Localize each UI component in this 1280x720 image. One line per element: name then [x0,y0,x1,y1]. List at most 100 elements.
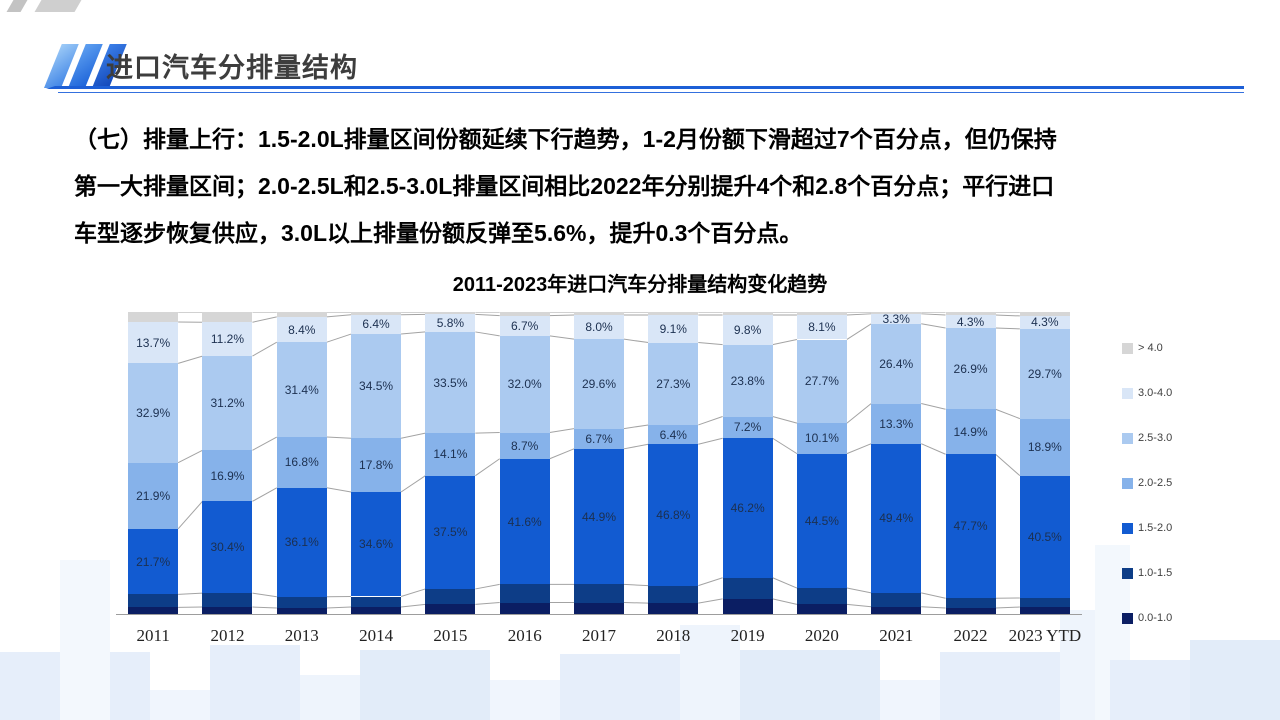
bar-segment-3.0-4.0: 8.1% [796,315,847,340]
bar-segment-label: 11.2% [210,332,245,347]
bar-segment-label: 4.3% [956,314,985,329]
legend-label: 2.5-3.0 [1138,432,1173,444]
bar-segment-2.0-2.5: 8.7% [499,432,550,459]
bar-segment-0.0-1.0 [722,598,773,614]
bar-column-2015: 37.5% 14.1% 33.5% 5.8% [425,312,476,614]
bar-segment-2.0-2.5: 21.9% [128,462,179,529]
bar-segment-label: 7.2% [733,420,762,435]
bar-segment-2.0-2.5: 18.9% [1019,418,1070,476]
legend-item: 0.0-1.0 [1122,606,1172,630]
bar-segment-label: 26.4% [879,356,914,371]
bar-segment-1.0-1.5 [871,592,922,607]
legend-item: 1.5-2.0 [1122,516,1172,540]
bar-segment-label: 4.3% [1031,315,1059,330]
bar-column-2020: 44.5% 10.1% 27.7% 8.1% [796,312,847,614]
bar-segment-0.0-1.0 [425,604,476,614]
x-axis-label: 2018 [656,626,691,645]
bar-segment-label: 33.5% [433,375,468,390]
legend-item: > 4.0 [1122,336,1172,360]
bar-segment-1.5-2.0: 41.6% [499,458,550,585]
bar-segment-label: 21.9% [136,488,171,503]
bar-column-2013: 36.1% 16.8% 31.4% 8.4% [276,312,327,614]
bar-segment-label: 6.7% [511,318,539,333]
bar-segment-2.0-2.5: 16.8% [276,437,327,488]
bar-column-2019: 46.2% 7.2% 23.8% 9.8% [722,312,773,614]
summary-line: 第一大排量区间；2.0-2.5L和2.5-3.0L排量区间相比2022年分别提升… [74,173,1055,199]
bar-segment-label: 26.9% [953,361,988,376]
stacked-bar-chart: 21.7% 21.9% 32.9% 13.7% 2011 30.4% 16.9% 31.2% 1… [116,311,1082,645]
bar-segment-2.5-3.0: 33.5% [425,331,476,434]
bar-segment-> 4.0 [425,312,476,315]
bar-segment-1.5-2.0: 44.5% [796,453,847,589]
legend-label: 1.0-1.5 [1138,567,1173,579]
bar-segment-> 4.0 [648,312,699,316]
bar-segment-2.0-2.5: 14.9% [945,409,996,455]
bar-segment-0.0-1.0 [499,602,550,614]
x-axis-label: 2023 YTD [1008,626,1082,645]
bar-segment-label: 34.5% [359,379,394,394]
bar-segment-> 4.0 [1019,312,1070,316]
bar-segment-1.5-2.0: 46.8% [648,444,699,586]
legend-label: 3.0-4.0 [1138,387,1173,399]
bar-column-2017: 44.9% 6.7% 29.6% 8.0% [574,312,624,614]
legend-swatch-icon [1122,612,1133,624]
bar-segment-label: 3.3% [882,311,910,326]
bar-segment-2.0-2.5: 14.1% [425,433,476,476]
bar-segment-label: 36.1% [284,535,319,550]
bar-segment-label: 23.8% [730,373,765,388]
bar-segment-1.5-2.0: 34.6% [351,492,402,597]
legend-swatch-icon [1122,567,1133,579]
bar-segment-0.0-1.0 [648,603,699,614]
bar-segment-1.0-1.5 [1019,598,1070,608]
bar-segment-> 4.0 [276,312,327,317]
bar-segment-2.0-2.5: 16.9% [202,450,253,502]
bar-column-2012: 30.4% 16.9% 31.2% 11.2% [202,312,253,614]
bar-segment-2.5-3.0: 31.4% [276,342,327,438]
bar-segment-1.5-2.0: 21.7% [128,528,179,595]
legend-item: 1.0-1.5 [1122,561,1172,585]
skyline-block [1190,640,1280,720]
bar-segment-2.5-3.0: 27.3% [648,342,699,425]
bar-segment-0.0-1.0 [128,607,179,614]
bar-segment-label: 34.6% [359,537,394,552]
bar-segment-3.0-4.0: 9.1% [648,315,699,343]
bar-segment-3.0-4.0: 6.4% [351,314,402,335]
bar-segment-label: 29.6% [581,376,617,391]
x-axis-label: 2021 [879,626,914,645]
skyline-block [740,650,880,720]
bar-segment-2.5-3.0: 29.6% [574,339,624,429]
legend-item: 3.0-4.0 [1122,381,1172,405]
bar-segment-1.5-2.0: 37.5% [425,475,476,589]
bar-segment-label: 30.4% [210,540,245,555]
bar-column-2023 YTD: 40.5% 18.9% 29.7% 4.3% [1019,312,1070,614]
x-axis-label: 2011 [136,626,170,645]
bar-segment-2.5-3.0: 26.9% [945,328,996,410]
bar-column-2016: 41.6% 8.7% 32.0% 6.7% [499,312,550,614]
bar-segment-> 4.0 [871,312,922,314]
chart-legend: > 4.0 3.0-4.0 2.5-3.0 2.0-2.5 1.5-2.0 1.0-1.5… [1122,336,1172,651]
bar-segment-1.5-2.0: 44.9% [574,448,624,585]
skyline-block [880,680,940,720]
skyline-block [490,680,560,720]
legend-label: 2.0-2.5 [1138,477,1173,489]
bar-segment-label: 46.8% [656,507,691,522]
skyline-block [60,560,110,720]
bar-segment-label: 8.7% [511,438,539,453]
skyline-block [300,675,360,720]
chart-title: 2011-2023年进口汽车分排量结构变化趋势 [452,274,828,296]
bar-segment-2.0-2.5: 6.4% [648,424,699,445]
bar-segment-3.0-4.0: 9.8% [722,315,773,345]
bar-segment-2.5-3.0: 32.0% [499,335,550,433]
x-axis-label: 2019 [730,626,765,645]
bar-segment-label: 10.1% [804,431,839,446]
bar-segment-1.0-1.5 [945,598,996,608]
bar-segment-2.0-2.5: 7.2% [722,416,773,439]
bar-segment-1.5-2.0: 36.1% [276,487,327,597]
bar-segment-1.0-1.5 [722,577,773,599]
bar-segment-label: 5.8% [436,316,465,331]
bar-segment-label: 21.7% [136,554,171,569]
bar-segment-3.0-4.0: 6.7% [499,315,550,336]
bar-segment-3.0-4.0: 3.3% [871,311,922,326]
bar-segment-> 4.0 [796,312,847,316]
